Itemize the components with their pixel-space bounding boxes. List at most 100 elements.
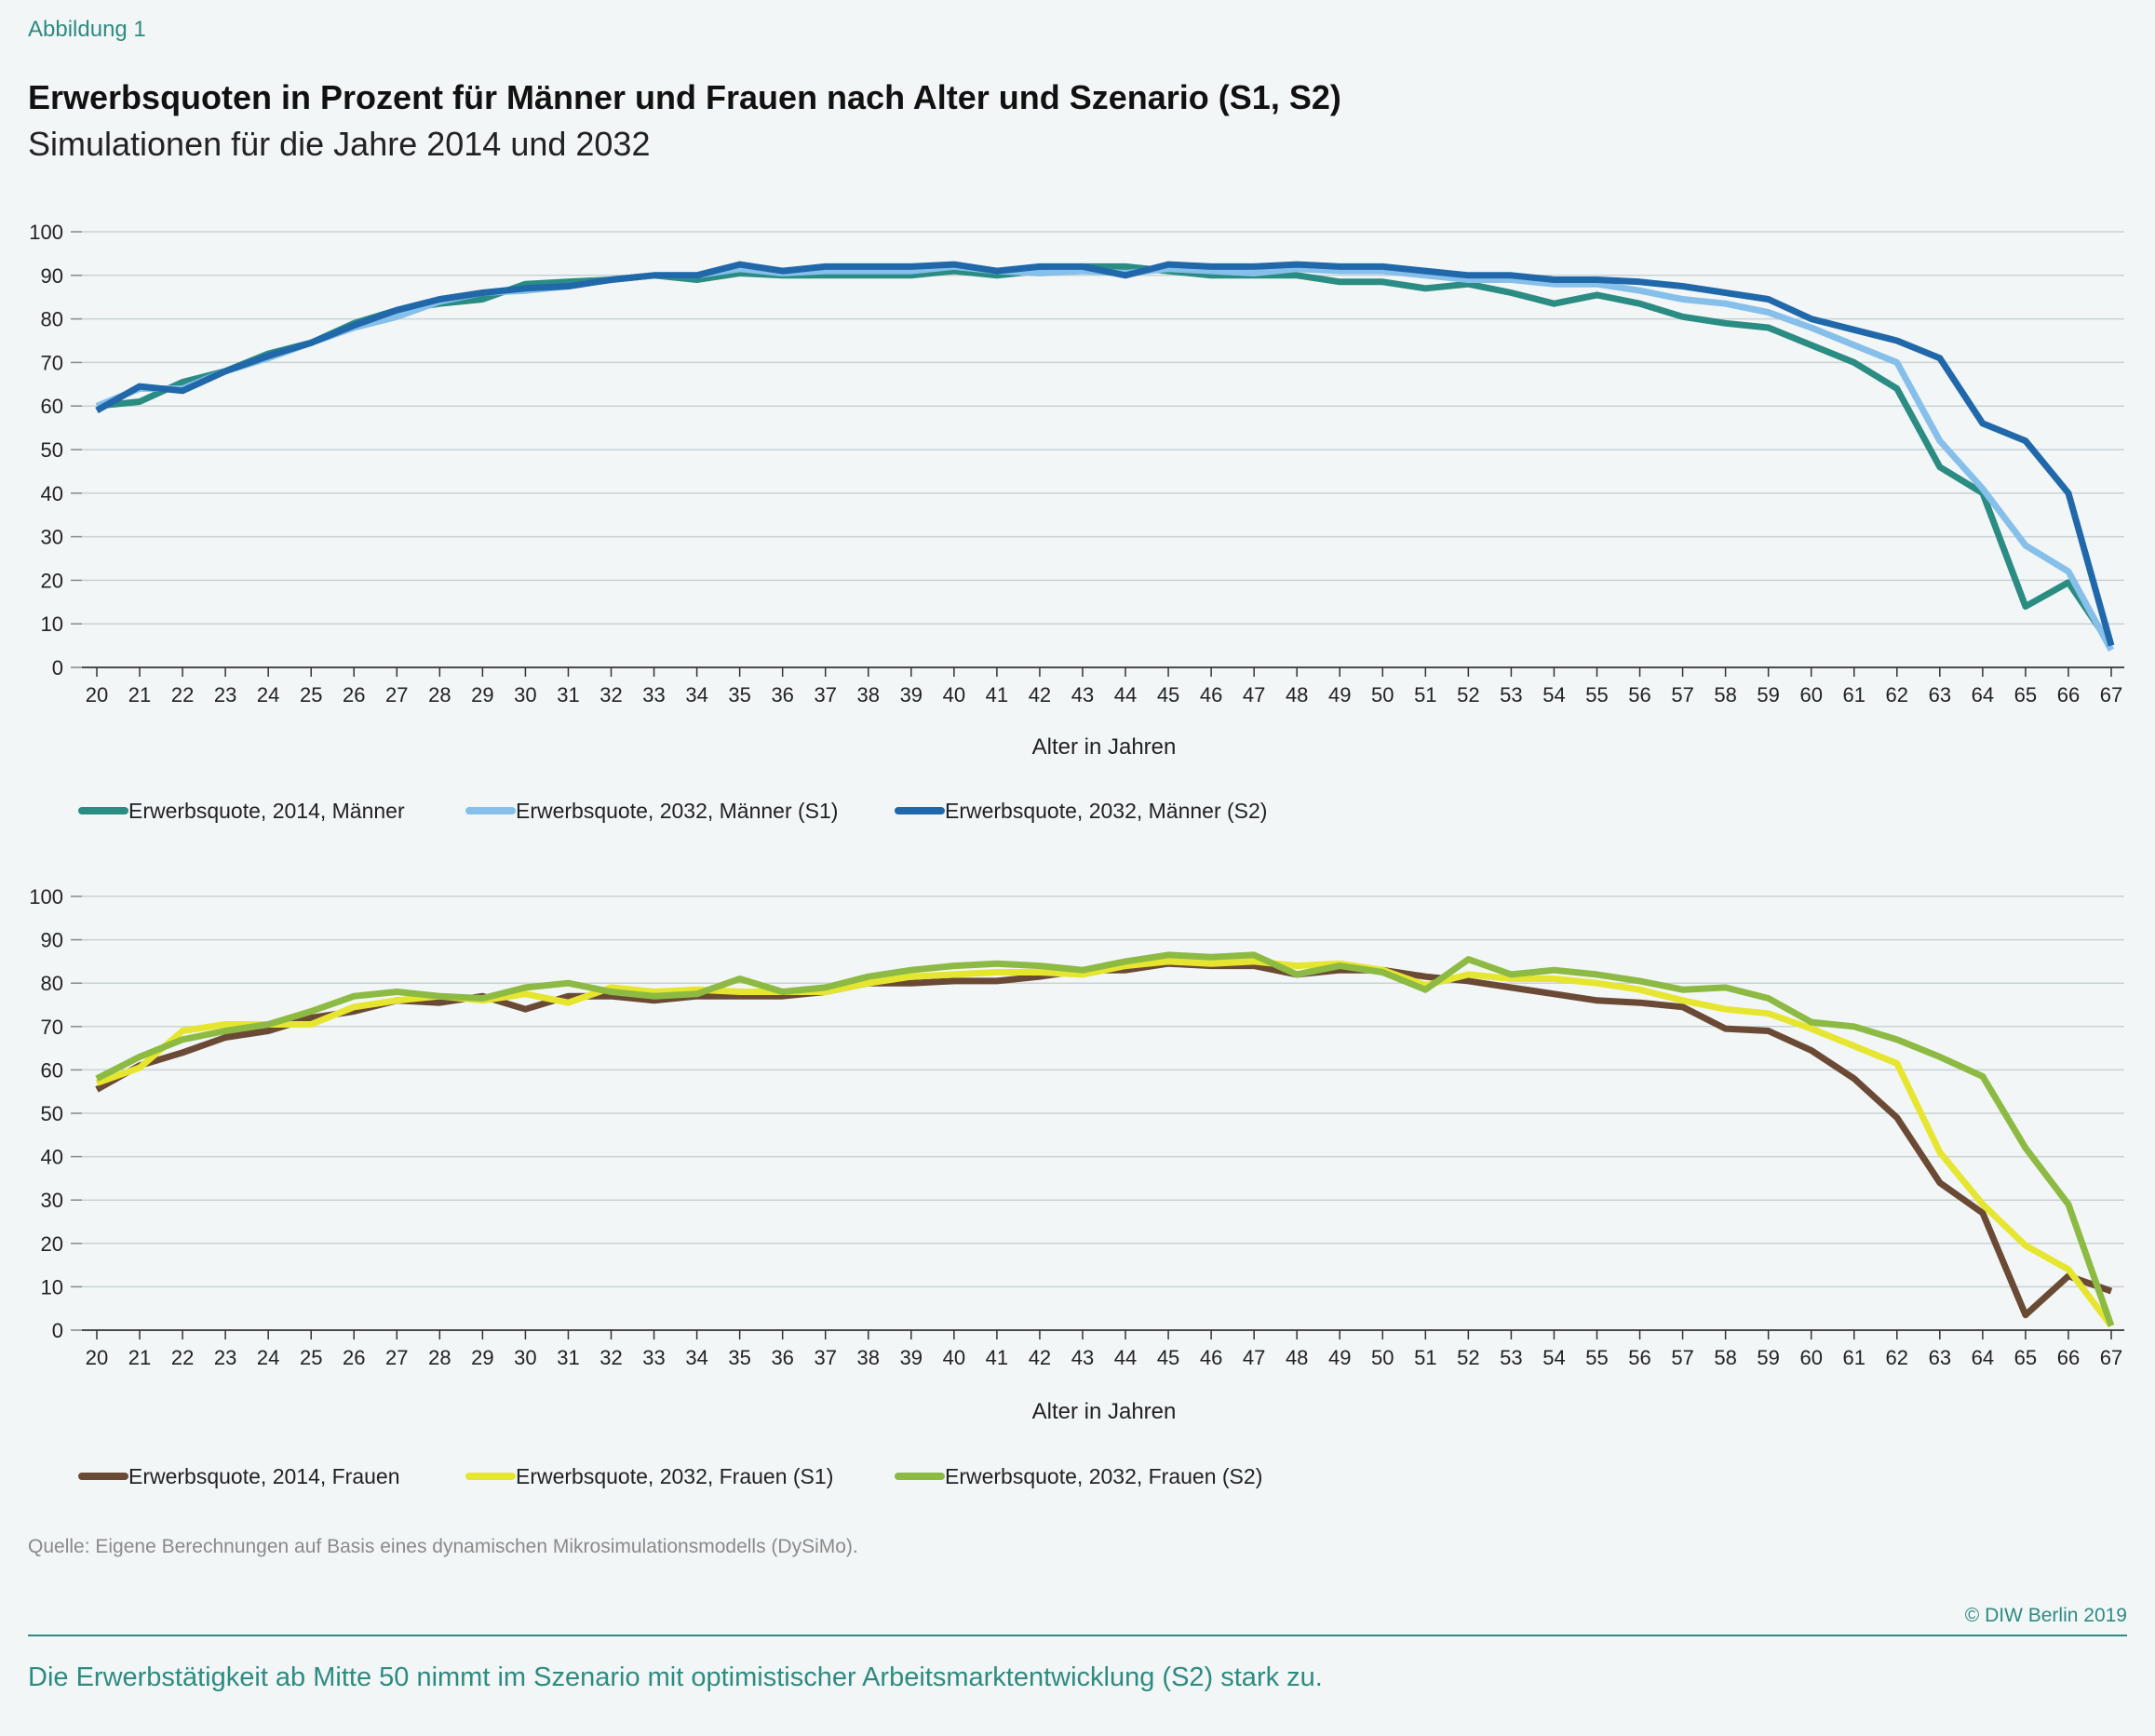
- x-tick-label: 64: [1972, 1346, 1994, 1369]
- x-tick-label: 25: [300, 1346, 322, 1369]
- y-tick-label: 50: [41, 1102, 63, 1125]
- x-tick-label: 24: [257, 1346, 279, 1369]
- x-tick-label: 36: [771, 683, 793, 707]
- x-tick-label: 33: [642, 1346, 665, 1369]
- chart-men: 0 10 20 30 40 50 60 70 80 90 100 20 21 22 23 24 25 26 27 28…: [29, 221, 2124, 823]
- x-tick-label: 59: [1757, 683, 1779, 707]
- x-tick-label: 56: [1628, 683, 1650, 707]
- x-axis-title: Alter in Jahren: [1032, 734, 1177, 760]
- x-tick-label: 48: [1286, 1346, 1308, 1369]
- x-tick-label: 38: [857, 1346, 880, 1369]
- y-tick-label: 80: [41, 972, 63, 995]
- x-tick-label: 57: [1671, 1346, 1693, 1369]
- y-tick-label: 30: [41, 526, 63, 549]
- x-tick-label: 31: [557, 683, 579, 707]
- x-tick-label: 58: [1714, 1346, 1736, 1369]
- x-tick-label: 44: [1114, 683, 1137, 707]
- y-tick-label: 40: [41, 1146, 63, 1169]
- x-tick-label: 46: [1200, 683, 1222, 707]
- x-tick-label: 20: [86, 683, 108, 707]
- x-tick-label: 37: [814, 683, 836, 707]
- x-tick-label: 40: [943, 683, 965, 707]
- x-tick-label: 66: [2057, 683, 2080, 707]
- x-tick-label: 30: [514, 683, 536, 707]
- y-tick-label: 30: [41, 1189, 63, 1212]
- legend-label: Erwerbsquote, 2032, Männer (S2): [945, 799, 1267, 823]
- y-tick-label: 60: [41, 395, 63, 418]
- x-tick-label: 28: [428, 683, 451, 707]
- x-tick-label: 29: [471, 1346, 493, 1369]
- x-tick-label: 35: [728, 1346, 750, 1369]
- legend-label: Erwerbsquote, 2014, Männer: [128, 799, 405, 823]
- x-tick-label: 65: [2014, 1346, 2037, 1369]
- series-line-3: [95, 261, 2115, 647]
- x-tick-label: 27: [385, 1346, 408, 1369]
- x-tick-label: 56: [1628, 1346, 1650, 1369]
- x-tick-label: 47: [1243, 683, 1265, 707]
- x-tick-label: 20: [86, 1346, 108, 1369]
- x-tick-label: 49: [1328, 1346, 1351, 1369]
- y-tick-label: 10: [41, 1275, 63, 1299]
- x-tick-label: 29: [471, 683, 493, 707]
- legend-label: Erwerbsquote, 2032, Männer (S1): [516, 799, 838, 823]
- x-tick-label: 32: [599, 683, 622, 707]
- x-tick-label: 45: [1157, 683, 1179, 707]
- x-tick-label: 27: [385, 683, 408, 707]
- y-tick-label: 20: [41, 569, 63, 592]
- x-tick-label: 21: [128, 1346, 151, 1369]
- x-tick-label: 60: [1799, 683, 1822, 707]
- x-tick-label: 26: [343, 683, 365, 707]
- x-tick-label: 55: [1585, 683, 1608, 707]
- x-tick-label: 61: [1843, 683, 1865, 707]
- x-tick-label: 57: [1671, 683, 1693, 707]
- legend-label: Erwerbsquote, 2032, Frauen (S2): [945, 1464, 1262, 1488]
- y-tick-label: 50: [41, 438, 63, 462]
- series-line-3: [95, 951, 2115, 1327]
- x-tick-label: 22: [171, 1346, 194, 1369]
- x-tick-label: 46: [1200, 1346, 1222, 1369]
- x-tick-label: 63: [1929, 683, 1951, 707]
- chart-subtitle: Simulationen für die Jahre 2014 und 2032: [28, 125, 651, 163]
- y-tick-label: 40: [41, 482, 63, 505]
- x-tick-label: 43: [1071, 1346, 1094, 1369]
- x-tick-label: 32: [599, 1346, 622, 1369]
- x-tick-label: 67: [2100, 683, 2122, 707]
- y-tick-label: 70: [41, 1016, 63, 1039]
- x-tick-label: 66: [2057, 1346, 2080, 1369]
- x-tick-label: 42: [1029, 683, 1051, 707]
- x-tick-label: 37: [814, 1346, 836, 1369]
- y-tick-label: 20: [41, 1232, 63, 1256]
- x-tick-label: 55: [1585, 1346, 1608, 1369]
- x-tick-label: 34: [685, 1346, 707, 1369]
- x-tick-label: 28: [428, 1346, 451, 1369]
- x-tick-label: 62: [1886, 683, 1908, 707]
- legend-label: Erwerbsquote, 2014, Frauen: [128, 1464, 400, 1488]
- series-line-1: [95, 960, 2113, 1319]
- x-tick-label: 58: [1714, 683, 1736, 707]
- x-tick-label: 63: [1929, 1346, 1951, 1369]
- x-tick-label: 64: [1972, 683, 1994, 707]
- y-tick-label: 90: [41, 929, 63, 952]
- y-tick-label: 10: [41, 612, 63, 636]
- x-tick-label: 23: [214, 683, 236, 707]
- y-tick-label: 80: [41, 308, 63, 331]
- y-tick-label: 70: [41, 351, 63, 374]
- x-tick-label: 62: [1886, 1346, 1908, 1369]
- x-tick-label: 39: [900, 683, 923, 707]
- figure-label: Abbildung 1: [28, 17, 146, 42]
- x-tick-label: 59: [1757, 1346, 1779, 1369]
- x-tick-label: 65: [2014, 683, 2037, 707]
- x-tick-label: 51: [1414, 683, 1436, 707]
- x-tick-label: 52: [1457, 1346, 1479, 1369]
- x-tick-label: 53: [1500, 1346, 1522, 1369]
- x-tick-label: 26: [343, 1346, 365, 1369]
- y-tick-label: 100: [29, 885, 63, 908]
- y-tick-label: 90: [41, 264, 63, 288]
- divider: [28, 1635, 2127, 1636]
- y-tick-label: 100: [29, 221, 63, 244]
- x-tick-label: 50: [1371, 1346, 1394, 1369]
- x-tick-label: 40: [943, 1346, 965, 1369]
- x-tick-label: 41: [986, 683, 1008, 707]
- x-tick-label: 31: [557, 1346, 579, 1369]
- x-tick-label: 41: [986, 1346, 1008, 1369]
